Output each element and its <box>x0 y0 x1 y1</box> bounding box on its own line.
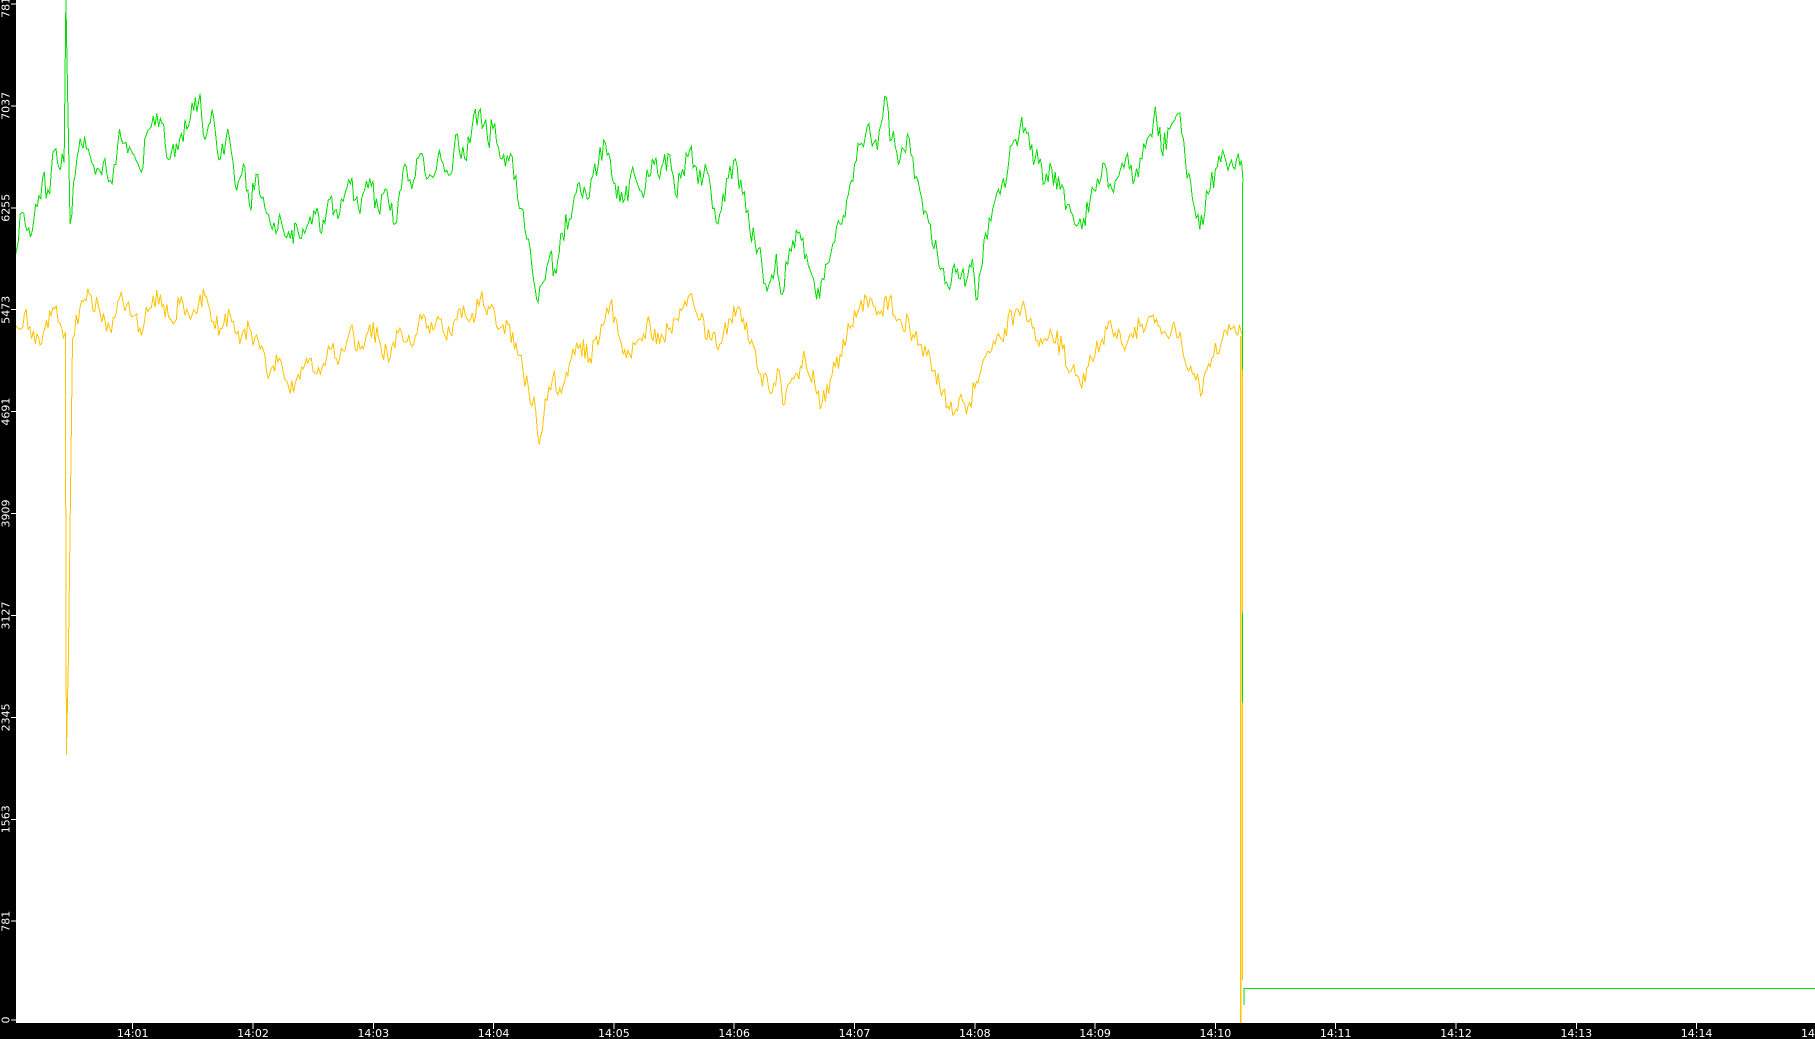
x-axis-bar <box>0 1023 1815 1039</box>
x-tick-label: 14:11 <box>1320 1027 1352 1039</box>
x-tick-label: 14:02 <box>237 1027 269 1039</box>
y-axis-bar <box>0 0 16 1039</box>
y-tick-label: 7037 <box>0 92 13 120</box>
x-tick-label: 14:14 <box>1681 1027 1713 1039</box>
x-tick-label: 14:07 <box>839 1027 871 1039</box>
terminal-drop-layer <box>1240 182 1815 1023</box>
x-tick-label: 14:15 <box>1801 1027 1815 1039</box>
y-tick-label: 3909 <box>0 500 13 528</box>
y-tick-label: 4691 <box>0 398 13 426</box>
x-tick-label: 14:13 <box>1560 1027 1592 1039</box>
x-tick-label: 14:05 <box>598 1027 630 1039</box>
x-axis-ticks: 14:01 14:02 14:03 14:04 14:05 14:06 14:07 14:08… <box>117 1023 1815 1039</box>
x-tick-label: 14:09 <box>1079 1027 1111 1039</box>
x-tick-label: 14:06 <box>718 1027 750 1039</box>
series-amber-line <box>14 288 1244 755</box>
x-tick-label: 14:12 <box>1440 1027 1472 1039</box>
series-green-line <box>14 0 1244 305</box>
y-tick-label: 1563 <box>0 805 13 833</box>
x-tick-label: 14:03 <box>357 1027 389 1039</box>
y-tick-label: 6255 <box>0 194 13 222</box>
y-tick-label: 5473 <box>0 296 13 324</box>
x-tick-label: 14:08 <box>959 1027 991 1039</box>
x-tick-label: 14:10 <box>1200 1027 1232 1039</box>
y-tick-label: 2345 <box>0 703 13 731</box>
y-tick-label: 3127 <box>0 602 13 630</box>
y-axis-ticks: 7819 7037 6255 5473 4691 3909 3127 2345 1563 781 0 <box>0 0 16 1024</box>
y-tick-label: 0 <box>0 1017 13 1024</box>
y-tick-label: 7819 <box>0 0 13 18</box>
series-layer <box>14 0 1244 755</box>
x-tick-label: 14:01 <box>117 1027 149 1039</box>
x-tick-label: 14:04 <box>478 1027 510 1039</box>
y-tick-label: 781 <box>0 911 13 932</box>
